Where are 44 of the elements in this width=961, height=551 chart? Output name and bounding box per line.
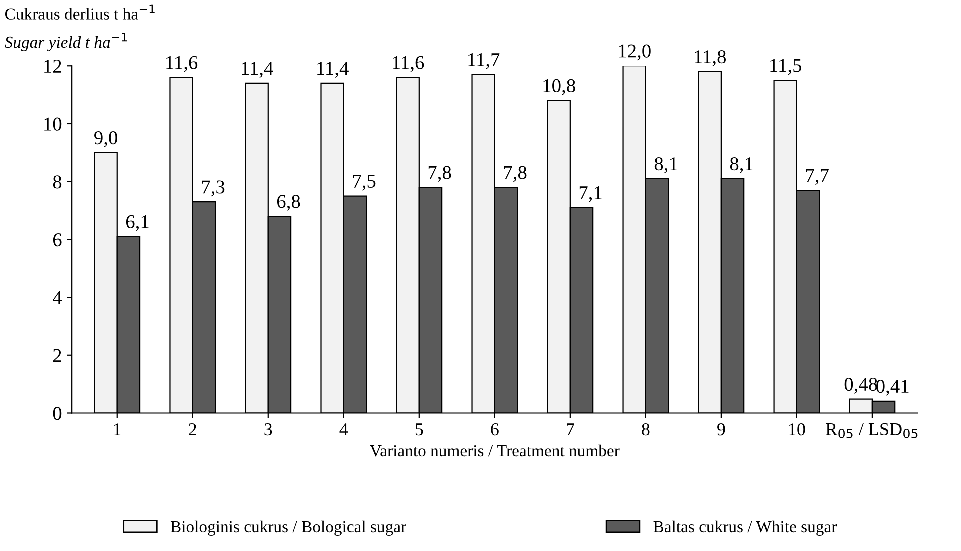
data-label: 6,1 — [126, 215, 149, 232]
data-label: 11,4 — [242, 62, 274, 78]
x-tick-label: 9 — [718, 424, 726, 436]
data-label: 7,5 — [353, 175, 376, 191]
x-tick-label: 7 — [567, 424, 574, 436]
data-label: 11,4 — [318, 62, 349, 78]
data-label: 10,8 — [544, 79, 576, 96]
y-tick-label: 2 — [53, 349, 62, 362]
data-label: 11,7 — [468, 53, 500, 70]
data-label: 7,7 — [806, 169, 829, 186]
y-tick-label: 8 — [53, 176, 62, 189]
legend-label: Biologinis cukrus / Bological sugar — [170, 520, 406, 536]
x-tick-label: R$_{05}$ / LSD$_{05}$ — [826, 423, 918, 438]
x-tick-label: 2 — [189, 424, 196, 436]
data-label: 11,6 — [393, 56, 424, 72]
x-tick-label: 5 — [416, 424, 424, 436]
data-label: 0,48 — [844, 378, 878, 394]
data-label: 7,8 — [428, 166, 452, 182]
x-tick-label: 1 — [114, 424, 121, 436]
data-label: 7,1 — [580, 186, 602, 202]
x-tick-label: 3 — [264, 424, 272, 436]
text: Cukraus derlius t ha$^{−1}$ Sugar yield t ha$^{−1}$ — [5, 4, 155, 52]
data-label: 12,0 — [619, 44, 651, 61]
data-label: 11,5 — [770, 59, 802, 76]
y-tick-label: 6 — [53, 234, 62, 247]
x-tick-label: 6 — [491, 424, 499, 436]
x-tick-label: 4 — [340, 424, 348, 436]
data-label: 11,6 — [166, 56, 198, 72]
data-label: 6,8 — [277, 195, 300, 212]
y-tick-label: 12 — [44, 60, 62, 73]
x-axis-title: Varianto numeris / Treatment number — [370, 444, 620, 457]
data-label: 7,3 — [202, 180, 225, 197]
data-label: 8,1 — [730, 158, 753, 174]
data-label: 0,41 — [876, 380, 909, 396]
y-tick-label: 0 — [53, 407, 62, 420]
legend-label: Baltas cukrus / White sugar — [654, 520, 838, 536]
data-label: 8,1 — [654, 158, 678, 174]
data-label: 7,8 — [504, 166, 527, 182]
x-tick-label: 8 — [642, 423, 650, 436]
y-tick-label: 10 — [44, 118, 62, 131]
data-label: 11,8 — [695, 50, 726, 66]
x-tick-label: 10 — [790, 423, 806, 436]
data-label: 9,0 — [94, 131, 118, 148]
y-tick-label: 4 — [53, 291, 62, 304]
